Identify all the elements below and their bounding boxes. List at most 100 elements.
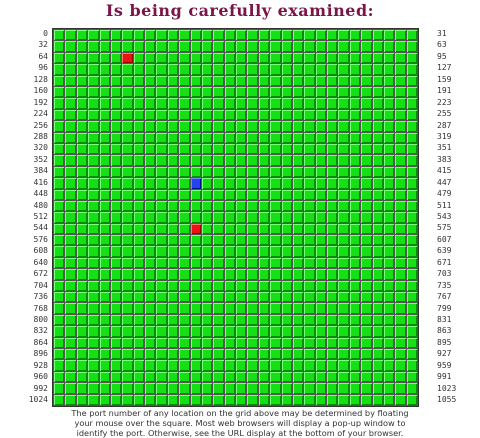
port-cell[interactable] <box>179 64 190 75</box>
port-cell[interactable] <box>338 326 349 337</box>
port-cell[interactable] <box>372 166 383 178</box>
port-cell[interactable] <box>156 121 167 132</box>
port-cell[interactable] <box>247 98 258 109</box>
port-cell[interactable] <box>292 223 304 235</box>
port-cell[interactable] <box>213 132 224 143</box>
port-cell[interactable] <box>327 30 338 41</box>
port-cell[interactable] <box>110 52 122 64</box>
port-cell[interactable] <box>54 155 65 166</box>
port-cell[interactable] <box>395 86 406 98</box>
port-cell[interactable] <box>54 337 65 349</box>
port-cell[interactable] <box>304 235 315 246</box>
port-cell[interactable] <box>201 326 213 337</box>
port-cell[interactable] <box>338 246 349 257</box>
port-cell[interactable] <box>224 303 235 314</box>
port-cell[interactable] <box>156 109 167 121</box>
port-cell[interactable] <box>361 200 372 212</box>
port-cell[interactable] <box>54 98 65 109</box>
port-cell[interactable] <box>224 280 235 292</box>
port-cell[interactable] <box>270 30 281 41</box>
port-cell[interactable] <box>304 143 315 155</box>
port-cell[interactable] <box>338 52 349 64</box>
port-cell[interactable] <box>88 326 99 337</box>
port-cell[interactable] <box>315 394 326 405</box>
port-cell[interactable] <box>361 189 372 200</box>
port-cell[interactable] <box>349 360 361 371</box>
port-cell[interactable] <box>270 235 281 246</box>
port-cell[interactable] <box>236 98 247 109</box>
port-cell[interactable] <box>190 166 201 178</box>
port-cell[interactable] <box>258 337 270 349</box>
port-cell[interactable] <box>122 246 133 257</box>
port-cell[interactable] <box>304 246 315 257</box>
port-cell[interactable] <box>145 143 156 155</box>
port-cell[interactable] <box>338 155 349 166</box>
port-cell[interactable] <box>258 189 270 200</box>
port-cell[interactable] <box>292 292 304 303</box>
port-cell[interactable] <box>110 64 122 75</box>
port-cell[interactable] <box>258 394 270 405</box>
port-cell[interactable] <box>179 189 190 200</box>
port-cell[interactable] <box>54 371 65 383</box>
port-cell[interactable] <box>258 246 270 257</box>
port-cell[interactable] <box>304 200 315 212</box>
port-cell[interactable] <box>65 41 76 52</box>
port-cell[interactable] <box>304 349 315 360</box>
port-cell[interactable] <box>99 121 110 132</box>
port-cell[interactable] <box>201 223 213 235</box>
port-cell[interactable] <box>88 200 99 212</box>
port-cell[interactable] <box>122 383 133 394</box>
port-cell[interactable] <box>167 235 179 246</box>
port-cell[interactable] <box>145 257 156 269</box>
port-cell[interactable] <box>54 257 65 269</box>
port-cell[interactable] <box>383 189 395 200</box>
port-cell[interactable] <box>110 257 122 269</box>
port-cell[interactable] <box>338 394 349 405</box>
port-cell[interactable] <box>315 360 326 371</box>
port-cell[interactable] <box>213 121 224 132</box>
port-cell[interactable] <box>179 246 190 257</box>
port-cell[interactable] <box>304 394 315 405</box>
port-cell[interactable] <box>281 337 292 349</box>
port-cell[interactable] <box>247 109 258 121</box>
port-cell[interactable] <box>133 337 144 349</box>
port-cell[interactable] <box>281 86 292 98</box>
port-cell[interactable] <box>281 371 292 383</box>
port-cell[interactable] <box>145 189 156 200</box>
port-cell[interactable] <box>338 303 349 314</box>
port-cell[interactable] <box>270 314 281 326</box>
port-cell[interactable] <box>133 326 144 337</box>
port-cell[interactable] <box>65 30 76 41</box>
port-cell[interactable] <box>213 337 224 349</box>
port-cell[interactable] <box>156 314 167 326</box>
port-cell[interactable] <box>179 200 190 212</box>
port-cell[interactable] <box>65 371 76 383</box>
port-cell[interactable] <box>395 30 406 41</box>
port-cell[interactable] <box>179 75 190 86</box>
port-cell[interactable] <box>338 223 349 235</box>
port-cell[interactable] <box>156 269 167 280</box>
port-cell[interactable] <box>110 30 122 41</box>
port-cell[interactable] <box>224 121 235 132</box>
port-cell[interactable] <box>213 246 224 257</box>
port-cell[interactable] <box>247 371 258 383</box>
port-cell[interactable] <box>65 155 76 166</box>
port-cell[interactable] <box>383 383 395 394</box>
port-cell[interactable] <box>292 394 304 405</box>
port-cell[interactable] <box>65 303 76 314</box>
port-cell[interactable] <box>304 41 315 52</box>
port-cell[interactable] <box>110 371 122 383</box>
port-cell[interactable] <box>338 132 349 143</box>
port-cell[interactable] <box>76 41 88 52</box>
port-cell[interactable] <box>247 269 258 280</box>
port-cell[interactable] <box>372 292 383 303</box>
port-cell[interactable] <box>258 155 270 166</box>
port-cell[interactable] <box>258 143 270 155</box>
port-cell[interactable] <box>349 246 361 257</box>
port-cell[interactable] <box>167 394 179 405</box>
port-cell[interactable] <box>292 269 304 280</box>
port-cell[interactable] <box>292 30 304 41</box>
port-cell[interactable] <box>372 121 383 132</box>
port-cell[interactable] <box>361 41 372 52</box>
port-cell[interactable] <box>383 337 395 349</box>
